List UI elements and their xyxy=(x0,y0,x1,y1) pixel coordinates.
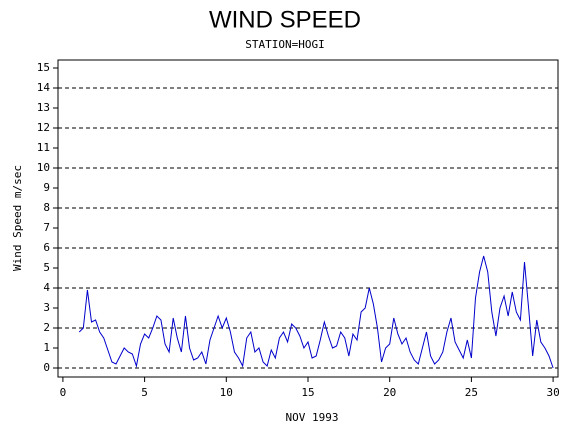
y-tick-label: 6 xyxy=(43,241,50,254)
y-tick-label: 7 xyxy=(43,221,50,234)
y-tick-label: 14 xyxy=(37,81,51,94)
y-tick-label: 2 xyxy=(43,321,50,334)
y-tick-label: 9 xyxy=(43,181,50,194)
chart-title: WIND SPEED xyxy=(209,6,361,33)
chart-subtitle: STATION=HOGI xyxy=(245,38,324,51)
y-tick-label: 11 xyxy=(37,141,50,154)
y-tick-label: 5 xyxy=(43,261,50,274)
x-tick-label: 15 xyxy=(301,386,314,399)
data-line xyxy=(78,255,554,369)
y-tick-label: 15 xyxy=(37,61,50,74)
y-tick-label: 13 xyxy=(37,101,50,114)
y-tick-label: 3 xyxy=(43,301,50,314)
x-tick-label: 5 xyxy=(141,386,148,399)
y-tick-label: 1 xyxy=(43,341,50,354)
x-tick-label: 30 xyxy=(546,386,559,399)
y-axis-label: Wind Speed m/sec xyxy=(11,165,24,271)
x-tick-label: 0 xyxy=(60,386,67,399)
plot-frame xyxy=(57,59,559,378)
x-tick-label: 25 xyxy=(465,386,478,399)
y-tick-label: 0 xyxy=(43,361,50,374)
y-tick-label: 4 xyxy=(43,281,50,294)
x-axis-label: NOV 1993 xyxy=(286,411,339,424)
x-tick-label: 20 xyxy=(383,386,396,399)
y-tick-label: 10 xyxy=(37,161,50,174)
y-tick-label: 12 xyxy=(37,121,50,134)
x-tick-label: 10 xyxy=(220,386,233,399)
y-tick-label: 8 xyxy=(43,201,50,214)
